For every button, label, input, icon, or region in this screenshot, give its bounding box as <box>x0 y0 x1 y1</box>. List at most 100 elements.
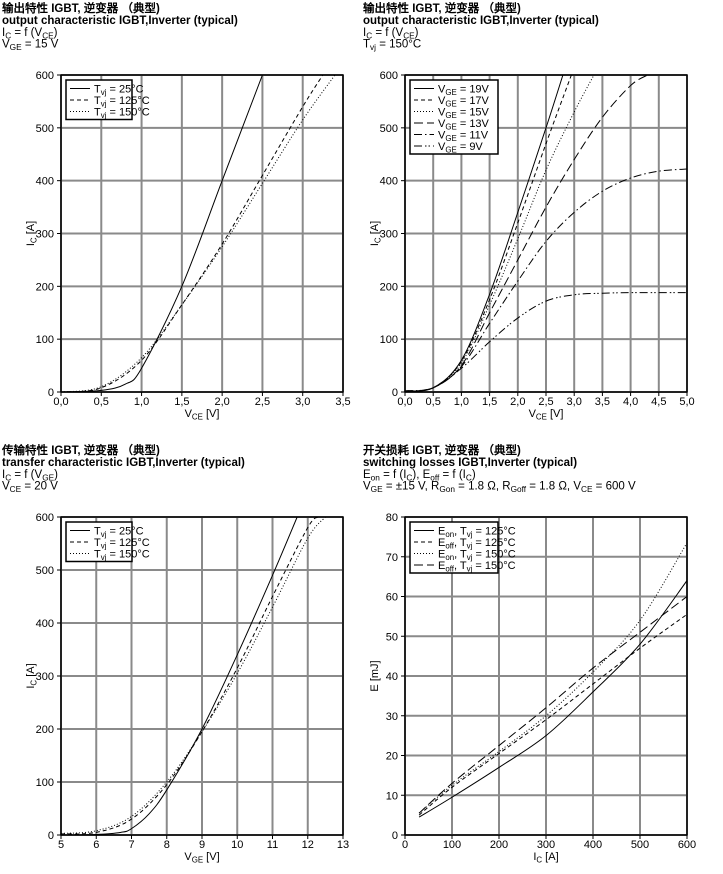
x-tick-label: 9 <box>199 839 205 851</box>
legend-label: VGE = 17V <box>438 95 490 109</box>
x-tick-label: 5,0 <box>679 396 694 408</box>
x-tick-label: 3,5 <box>595 396 610 408</box>
chart-3: 传输特性 IGBT, 逆变器 （典型)transfer characterist… <box>1 443 349 865</box>
y-axis-label: IC [A] <box>369 221 383 246</box>
y-tick-label: 100 <box>380 334 398 346</box>
x-tick-label: 4,5 <box>651 396 666 408</box>
y-tick-label: 20 <box>386 751 398 763</box>
chart-condition: VGE = 15 V <box>2 39 59 53</box>
legend-label: VGE = 15V <box>438 107 490 121</box>
chart-condition: IC = f (VGE) <box>2 469 58 483</box>
chart-title: 输出特性 IGBT, 逆变器 （典型) <box>2 1 160 15</box>
chart-condition: IC = f (VCE) <box>2 27 58 41</box>
x-tick-label: 2,5 <box>538 396 553 408</box>
chart-condition: Eon = f (IC), Eoff = f (IC) <box>363 469 476 483</box>
x-tick-label: 4,0 <box>623 396 638 408</box>
legend-box <box>409 79 499 155</box>
x-tick-label: 1,5 <box>482 396 497 408</box>
series-line-3 <box>418 542 687 814</box>
series-line-4 <box>418 596 687 814</box>
legend-label: Tvj = 25°C <box>94 526 144 540</box>
legend-label: Eon, Tvj = 125°C <box>438 526 516 540</box>
y-tick-label: 0 <box>48 387 54 399</box>
x-tick-label: 200 <box>490 839 508 851</box>
x-tick-label: 100 <box>443 839 461 851</box>
chart-condition: IC = f (VCE) <box>363 27 419 41</box>
y-tick-label: 500 <box>380 123 398 135</box>
x-axis-label: VCE [V] <box>185 408 220 422</box>
chart-1: 输出特性 IGBT, 逆变器 （典型)output characteristic… <box>2 1 351 422</box>
x-axis-label: VCE [V] <box>529 408 564 422</box>
y-tick-label: 300 <box>36 671 54 683</box>
series-line-2 <box>61 517 319 835</box>
x-tick-label: 7 <box>128 839 134 851</box>
x-tick-label: 8 <box>164 839 170 851</box>
y-tick-label: 10 <box>386 790 398 802</box>
y-tick-label: 400 <box>36 176 54 188</box>
x-tick-label: 300 <box>537 839 555 851</box>
x-tick-label: 1,5 <box>174 396 189 408</box>
y-tick-label: 600 <box>36 70 54 82</box>
series-line-1 <box>418 580 687 818</box>
y-axis-label: IC [A] <box>25 221 39 246</box>
chart-condition: VCE = 20 V <box>2 481 58 495</box>
y-tick-label: 200 <box>36 724 54 736</box>
y-tick-label: 0 <box>392 830 398 842</box>
y-tick-label: 40 <box>386 671 398 683</box>
legend-label: Tvj = 125°C <box>94 95 150 109</box>
x-tick-label: 0,0 <box>397 396 412 408</box>
y-axis-label: IC [A] <box>25 663 39 688</box>
y-tick-label: 600 <box>36 512 54 524</box>
y-tick-label: 50 <box>386 631 398 643</box>
y-axis-label: E [mJ] <box>369 660 381 691</box>
chart-subtitle: output characteristic IGBT,Inverter (typ… <box>363 15 599 27</box>
chart-condition: VGE = ±15 V, RGon = 1.8 Ω, RGoff = 1.8 Ω… <box>363 481 636 495</box>
series-line-2 <box>61 75 324 392</box>
x-tick-label: 2,0 <box>510 396 525 408</box>
y-tick-label: 300 <box>380 229 398 241</box>
y-tick-label: 500 <box>36 123 54 135</box>
x-tick-label: 2,5 <box>255 396 270 408</box>
chart-title: 输出特性 IGBT, 逆变器 （典型) <box>363 1 521 15</box>
series-line-5 <box>405 168 687 392</box>
legend-label: VGE = 11V <box>438 130 489 144</box>
chart-title: 开关损耗 IGBT, 逆变器 （典型) <box>363 443 521 457</box>
y-tick-label: 500 <box>36 565 54 577</box>
x-tick-label: 0 <box>402 839 408 851</box>
y-tick-label: 80 <box>386 512 398 524</box>
chart-4: 开关损耗 IGBT, 逆变器 （典型)switching losses IGBT… <box>363 443 696 865</box>
y-tick-label: 0 <box>392 387 398 399</box>
legend-label: Tvj = 25°C <box>94 84 144 98</box>
legend-label: Tvj = 125°C <box>94 537 150 551</box>
legend-label: VGE = 19V <box>438 84 490 98</box>
y-tick-label: 600 <box>380 70 398 82</box>
x-tick-label: 13 <box>337 839 349 851</box>
chart-condition: Tvj = 150°C <box>363 39 421 53</box>
legend-label: VGE = 13V <box>438 118 490 132</box>
x-tick-label: 5 <box>58 839 64 851</box>
y-tick-label: 100 <box>36 334 54 346</box>
x-tick-label: 500 <box>631 839 649 851</box>
y-tick-label: 400 <box>36 618 54 630</box>
x-axis-label: VGE [V] <box>184 851 219 865</box>
x-tick-label: 600 <box>678 839 696 851</box>
y-tick-label: 70 <box>386 552 398 564</box>
legend-label: Eoff, Tvj = 150°C <box>438 560 516 574</box>
series-line-1 <box>61 75 263 392</box>
x-tick-label: 2,0 <box>214 396 229 408</box>
series-line-1 <box>61 517 298 835</box>
x-tick-label: 0,5 <box>426 396 441 408</box>
chart-2: 输出特性 IGBT, 逆变器 （典型)output characteristic… <box>363 1 695 422</box>
y-tick-label: 0 <box>48 830 54 842</box>
x-tick-label: 1,0 <box>134 396 149 408</box>
x-tick-label: 3,5 <box>335 396 350 408</box>
series-line-6 <box>405 292 687 392</box>
x-tick-label: 12 <box>302 839 314 851</box>
y-tick-label: 60 <box>386 592 398 604</box>
y-tick-label: 200 <box>36 281 54 293</box>
